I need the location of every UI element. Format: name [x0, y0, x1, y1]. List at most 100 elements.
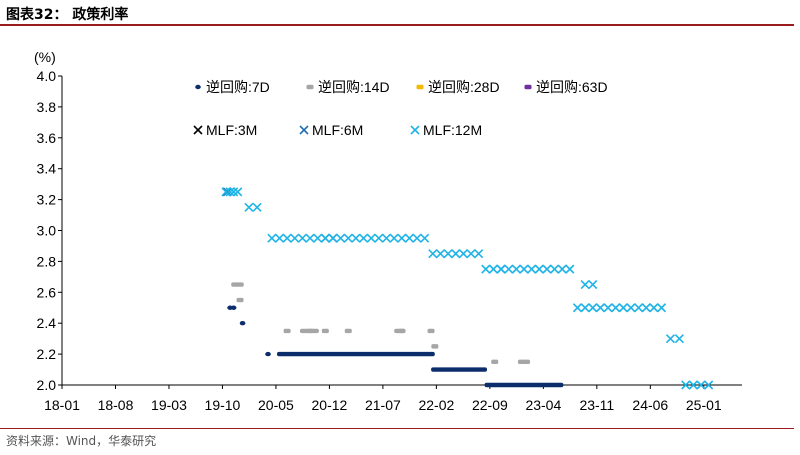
series-mlf — [221, 187, 714, 390]
legend-item: MLF:3M — [193, 122, 257, 138]
y-tick-label: 3.2 — [37, 192, 57, 208]
series-reverse-repo — [231, 282, 531, 365]
data-point — [236, 297, 244, 303]
data-point — [389, 233, 399, 243]
x-tick-label: 18-01 — [44, 397, 80, 413]
data-point — [458, 249, 468, 259]
data-point — [665, 334, 675, 344]
data-point — [233, 187, 243, 197]
data-point — [511, 264, 521, 274]
x-tick-label: 19-03 — [151, 397, 187, 413]
data-point — [252, 202, 262, 212]
data-point — [696, 380, 706, 390]
data-run — [231, 282, 244, 287]
data-point — [435, 249, 446, 259]
data-point — [474, 249, 484, 259]
legend-marker — [306, 84, 314, 90]
data-point — [588, 280, 598, 290]
data-point — [225, 187, 235, 197]
data-point — [221, 187, 231, 197]
data-point — [381, 233, 392, 243]
y-tick-label: 3.8 — [37, 99, 57, 115]
legend-label: 逆回购:28D — [428, 79, 500, 95]
x-tick-label: 24-06 — [632, 397, 668, 413]
y-tick-label: 2.8 — [37, 253, 57, 269]
legend-item: MLF:6M — [299, 122, 363, 138]
y-tick-label: 2.4 — [37, 315, 57, 331]
x-tick-label: 25-01 — [686, 397, 722, 413]
data-point — [496, 264, 506, 274]
data-point — [358, 233, 369, 243]
data-point — [412, 233, 422, 243]
data-point — [267, 233, 277, 243]
data-point — [549, 264, 560, 274]
data-point — [328, 233, 338, 243]
data-point — [283, 328, 291, 334]
legend-item: 逆回购:63D — [524, 79, 608, 95]
y-tick-label: 2.6 — [37, 284, 57, 300]
legend-label: MLF:3M — [206, 122, 257, 138]
data-point — [641, 303, 651, 313]
chart-legend: 逆回购:7D 逆回购:14D 逆回购:28D 逆回购:63D MLF:3M MLF:6M M… — [193, 79, 608, 138]
x-tick-label: 20-05 — [258, 397, 294, 413]
data-point — [397, 233, 407, 243]
policy-rate-chart: (%) 4.0 3.8 3.6 3.4 3.2 3.0 2.8 2.6 2.4 2.2 2.0 18-0… — [34, 49, 742, 413]
y-tick-label: 4.0 — [37, 68, 57, 84]
legend-marker — [299, 125, 309, 135]
data-point — [239, 321, 246, 326]
figure-title: 图表32： 政策利率 — [6, 7, 129, 23]
data-point — [649, 303, 659, 313]
data-point — [688, 380, 698, 390]
x-tick-label: 20-12 — [312, 397, 348, 413]
y-tick-label: 2.0 — [37, 377, 57, 393]
y-tick-label: 3.4 — [37, 161, 57, 177]
data-run — [299, 328, 319, 334]
data-point — [343, 233, 353, 243]
data-point — [366, 233, 376, 243]
data-point — [565, 264, 575, 274]
data-point — [336, 233, 346, 243]
legend-label: 逆回购:7D — [206, 79, 270, 95]
data-point — [451, 249, 461, 259]
data-point — [527, 264, 537, 274]
data-point — [595, 303, 605, 313]
data-point — [466, 249, 476, 259]
data-point — [305, 233, 315, 243]
data-run — [431, 367, 488, 372]
data-point — [443, 249, 453, 259]
data-point — [404, 233, 414, 243]
data-point — [504, 264, 514, 274]
series-mlf — [222, 187, 338, 243]
x-tick-label: 21-07 — [365, 397, 401, 413]
data-point — [297, 233, 307, 243]
data-point — [274, 233, 285, 243]
data-point — [265, 351, 271, 357]
data-point — [282, 233, 292, 243]
data-point — [572, 303, 583, 313]
data-point — [704, 380, 714, 390]
data-point — [534, 264, 544, 274]
legend-label: MLF:6M — [312, 122, 363, 138]
data-point — [557, 264, 567, 274]
x-tick-label: 22-02 — [418, 397, 454, 413]
legend-item: 逆回购:7D — [195, 79, 270, 95]
legend-item: MLF:12M — [410, 122, 482, 138]
data-point — [588, 303, 598, 313]
data-point — [344, 328, 352, 334]
data-point — [321, 328, 329, 334]
legend-marker — [193, 125, 203, 135]
chart-axes: (%) 4.0 3.8 3.6 3.4 3.2 3.0 2.8 2.6 2.4 2.2 2.0 18-0… — [34, 49, 742, 413]
data-point — [427, 328, 435, 334]
data-point — [681, 380, 691, 390]
legend-marker — [410, 125, 420, 135]
data-point — [313, 233, 323, 243]
legend-label: 逆回购:14D — [318, 79, 390, 95]
y-unit-label: (%) — [34, 49, 56, 65]
data-point — [244, 202, 254, 212]
legend-marker — [195, 84, 201, 90]
data-point — [523, 359, 531, 365]
data-point — [431, 344, 439, 349]
data-point — [420, 233, 430, 243]
data-point — [542, 264, 552, 274]
data-point — [229, 187, 239, 197]
